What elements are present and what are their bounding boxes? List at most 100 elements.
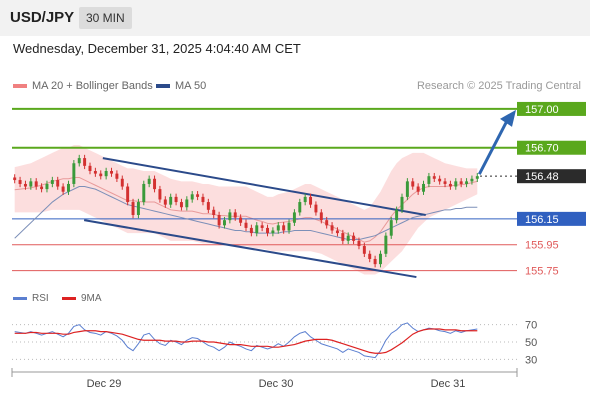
candle-body [153,178,157,190]
bollinger-band-area [14,145,478,275]
candle-body [459,181,463,184]
legend-9ma-label: 9MA [81,293,102,304]
credit-label: Research © 2025 Trading Central [416,80,581,92]
candle-body [147,178,151,184]
ma20-line [14,176,478,243]
candle-body [56,180,60,187]
candle-body [217,214,221,226]
candle-body [239,217,243,223]
candle-body [169,196,173,205]
candle-body [357,240,361,247]
candle-body [233,212,237,218]
candle-body [319,212,323,221]
candle-body [303,196,307,203]
candle-body [368,253,372,259]
candle-body [292,212,296,223]
candle-body [131,202,135,215]
candle-body [255,225,259,234]
candle-body [206,202,210,210]
rsi-level-label: 50 [525,337,537,349]
candle-body [454,181,458,187]
level-tag-156.48 [517,169,586,184]
level-label-157.00: 157.00 [525,104,559,116]
candle-body [470,178,474,182]
legend-rsi-label: RSI [32,293,49,304]
legend-ma20-label: MA 20 + Bollinger Bands [32,80,153,92]
candle-body [83,158,87,166]
x-tick-label: Dec 29 [87,378,122,390]
candle-body [40,186,44,190]
timeframe-button[interactable]: 30 MIN [79,7,132,29]
candle-body [23,183,27,187]
candle-body [249,227,253,234]
ma9-swatch-icon [62,296,76,300]
candle-body [341,233,345,241]
candle-body [379,253,382,265]
candle-body [309,196,313,205]
candle-body [126,186,130,203]
candle-body [443,181,447,184]
level-label-156.48: 156.48 [525,171,559,183]
level-tag-157.00 [517,101,586,116]
projection-arrow-icon [500,109,516,127]
level-label-155.75: 155.75 [525,266,559,278]
candle-body [88,165,92,172]
candle-body [325,220,329,226]
chart-datetime: Wednesday, December 31, 2025 4:04:40 AM … [13,41,301,56]
candle-body [228,212,232,221]
legend-ma20: MA 20 + Bollinger Bands [13,80,153,92]
header-bar: USD/JPY 30 MIN [0,0,590,36]
candle-body [244,222,248,228]
candle-body [13,177,17,181]
legend-rsi: RSI [13,293,49,304]
x-tick-label: Dec 30 [259,378,294,390]
candle-body [77,158,81,164]
ma50-line [14,186,478,241]
candle-body [72,163,76,184]
candle-body [271,230,275,234]
candle-body [362,246,366,254]
candle-body [120,178,124,187]
candle-body [432,176,436,179]
level-tag-156.70 [517,140,586,155]
candle-body [18,180,22,184]
level-tag-156.15 [517,211,586,226]
legend-ma50: MA 50 [156,80,206,92]
candle-body [29,181,33,187]
candle-body [298,202,302,213]
candle-body [223,220,226,226]
legend-ma50-label: MA 50 [175,80,207,92]
projection-arrow-shaft [477,120,509,175]
candle-body [163,199,167,205]
candle-body [465,181,469,184]
rsi-ma9-line [14,328,478,354]
candle-body [45,183,49,190]
candle-body [475,176,479,179]
candle-body [61,186,65,192]
channel-line-2 [83,219,417,279]
candle-body [287,222,291,231]
ma20-swatch-icon [13,84,27,89]
candle-body [384,235,388,254]
candle-body [330,225,334,231]
candle-body [34,181,38,187]
candle-body [93,171,97,174]
candle-body [346,235,350,241]
rsi-swatch-icon [13,296,27,300]
candle-body [179,202,183,208]
candle-body [115,173,119,179]
candle-body [405,181,409,197]
candle-body [352,235,356,241]
candle-body [448,183,452,187]
x-tick-label: Dec 31 [431,378,466,390]
candle-body [400,196,404,210]
legend-9ma: 9MA [62,293,102,304]
candle-body [174,196,178,203]
candle-body [416,186,420,192]
rsi-level-label: 30 [525,354,537,366]
candle-body [67,183,70,192]
candle-body [185,199,189,208]
candle-body [427,176,431,184]
candle-body [196,194,200,197]
